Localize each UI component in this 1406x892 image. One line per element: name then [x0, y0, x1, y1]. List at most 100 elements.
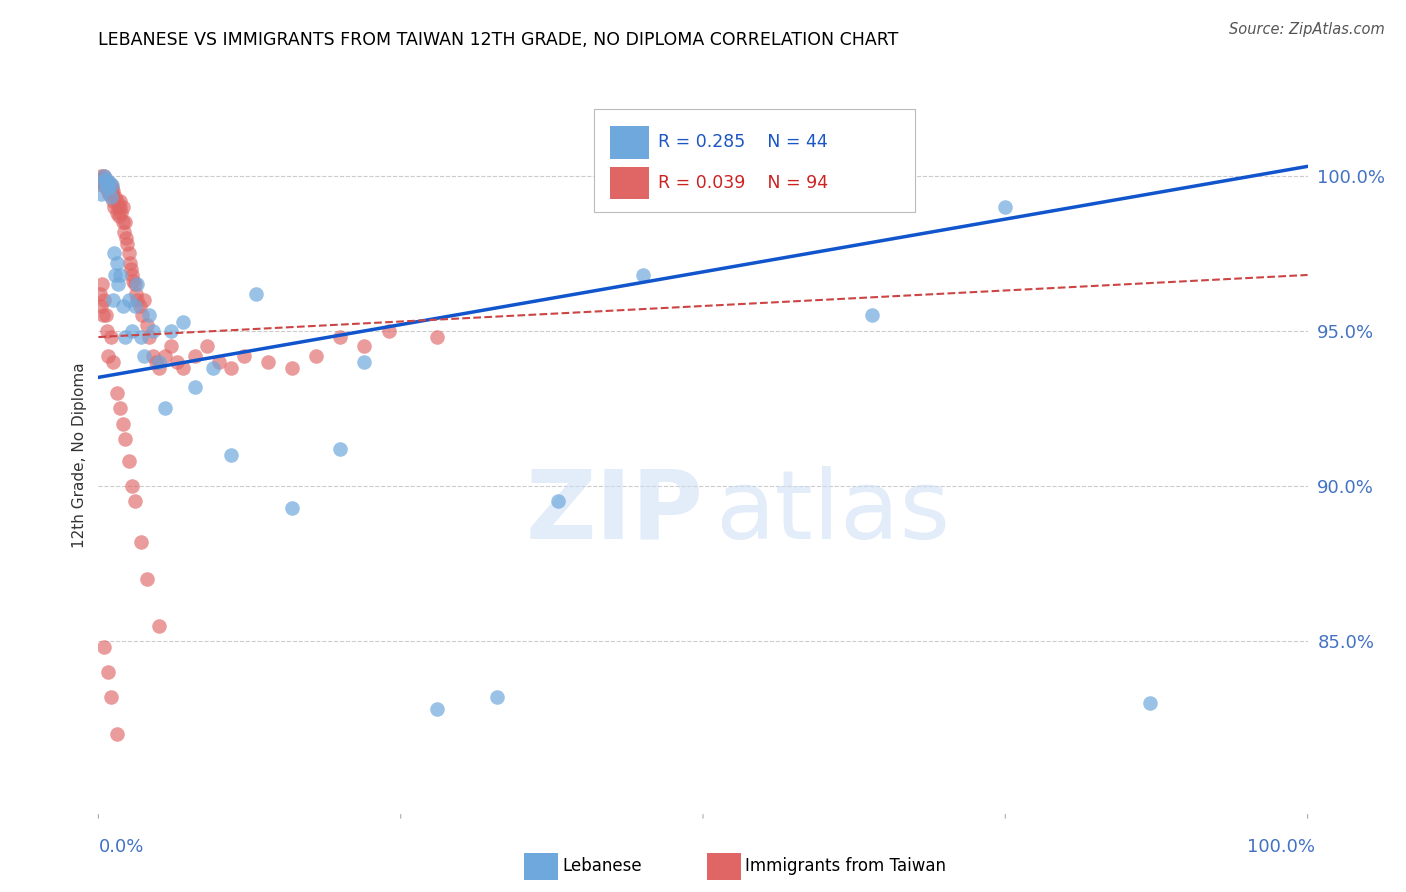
Point: [108, 209, 131, 223]
Point: [221, 361, 243, 376]
Point: [93, 169, 115, 183]
Point: [96, 324, 118, 338]
Point: [114, 330, 136, 344]
Point: [100, 178, 122, 192]
Point: [135, 572, 157, 586]
Point: [631, 268, 654, 282]
Point: [172, 361, 194, 376]
Point: [160, 339, 183, 353]
Point: [860, 308, 883, 322]
Point: [138, 330, 160, 344]
Point: [104, 190, 127, 204]
Point: [221, 448, 243, 462]
Point: [426, 330, 449, 344]
Text: atlas: atlas: [716, 466, 950, 558]
Point: [93, 169, 115, 183]
Point: [135, 318, 157, 332]
Text: 0.0%: 0.0%: [98, 838, 143, 855]
Point: [90, 187, 112, 202]
Point: [120, 261, 142, 276]
Point: [98, 181, 121, 195]
Point: [94, 175, 117, 189]
Point: [107, 277, 129, 292]
Point: [105, 194, 128, 208]
Text: Immigrants from Taiwan: Immigrants from Taiwan: [745, 857, 946, 875]
Point: [93, 640, 115, 655]
Point: [142, 324, 165, 338]
Point: [256, 355, 278, 369]
Point: [172, 314, 194, 328]
Point: [110, 206, 132, 220]
Point: [124, 299, 146, 313]
Point: [153, 401, 176, 416]
Point: [104, 268, 127, 282]
Point: [305, 349, 328, 363]
Point: [111, 200, 134, 214]
Point: [353, 355, 375, 369]
Point: [105, 385, 128, 400]
Point: [114, 433, 136, 447]
Point: [138, 308, 160, 322]
Point: [90, 299, 112, 313]
Point: [118, 293, 141, 307]
Point: [105, 255, 128, 269]
Text: 100.0%: 100.0%: [1247, 838, 1315, 855]
Point: [232, 349, 254, 363]
Point: [108, 194, 131, 208]
Point: [101, 355, 124, 369]
Point: [121, 268, 143, 282]
Point: [124, 494, 146, 508]
Point: [94, 308, 117, 322]
Point: [105, 206, 128, 220]
Text: ZIP: ZIP: [524, 466, 703, 558]
Point: [101, 293, 124, 307]
Point: [94, 175, 117, 189]
Point: [245, 286, 267, 301]
Point: [202, 361, 225, 376]
Point: [96, 178, 118, 192]
Point: [112, 225, 135, 239]
Point: [134, 293, 156, 307]
Point: [131, 308, 153, 322]
Point: [145, 355, 167, 369]
Point: [97, 665, 120, 679]
Point: [105, 727, 128, 741]
Point: [111, 299, 134, 313]
Point: [329, 330, 352, 344]
Point: [127, 293, 149, 307]
Point: [89, 175, 111, 189]
Point: [98, 187, 121, 202]
Point: [121, 479, 143, 493]
Point: [97, 181, 120, 195]
Point: [118, 454, 141, 468]
Point: [93, 293, 115, 307]
Point: [91, 175, 114, 189]
Text: R = 0.039    N = 94: R = 0.039 N = 94: [658, 174, 828, 192]
Point: [97, 175, 120, 189]
Point: [107, 200, 129, 214]
Point: [94, 178, 117, 192]
Point: [100, 187, 122, 202]
FancyBboxPatch shape: [610, 126, 648, 159]
Point: [121, 324, 143, 338]
Text: Lebanese: Lebanese: [562, 857, 643, 875]
Point: [89, 286, 111, 301]
Point: [148, 618, 170, 632]
Text: LEBANESE VS IMMIGRANTS FROM TAIWAN 12TH GRADE, NO DIPLOMA CORRELATION CHART: LEBANESE VS IMMIGRANTS FROM TAIWAN 12TH …: [98, 31, 898, 49]
Point: [547, 494, 569, 508]
Point: [134, 349, 156, 363]
Point: [103, 200, 125, 214]
Point: [101, 194, 124, 208]
Point: [195, 339, 218, 353]
Point: [100, 190, 122, 204]
Point: [91, 175, 114, 189]
Point: [118, 255, 141, 269]
Point: [184, 349, 207, 363]
Point: [108, 401, 131, 416]
Point: [114, 215, 136, 229]
Point: [208, 355, 231, 369]
Point: [426, 702, 449, 716]
Point: [118, 246, 141, 260]
Point: [90, 169, 112, 183]
Point: [100, 181, 122, 195]
